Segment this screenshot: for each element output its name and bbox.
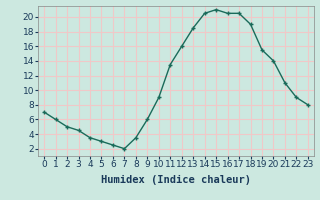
X-axis label: Humidex (Indice chaleur): Humidex (Indice chaleur)	[101, 175, 251, 185]
